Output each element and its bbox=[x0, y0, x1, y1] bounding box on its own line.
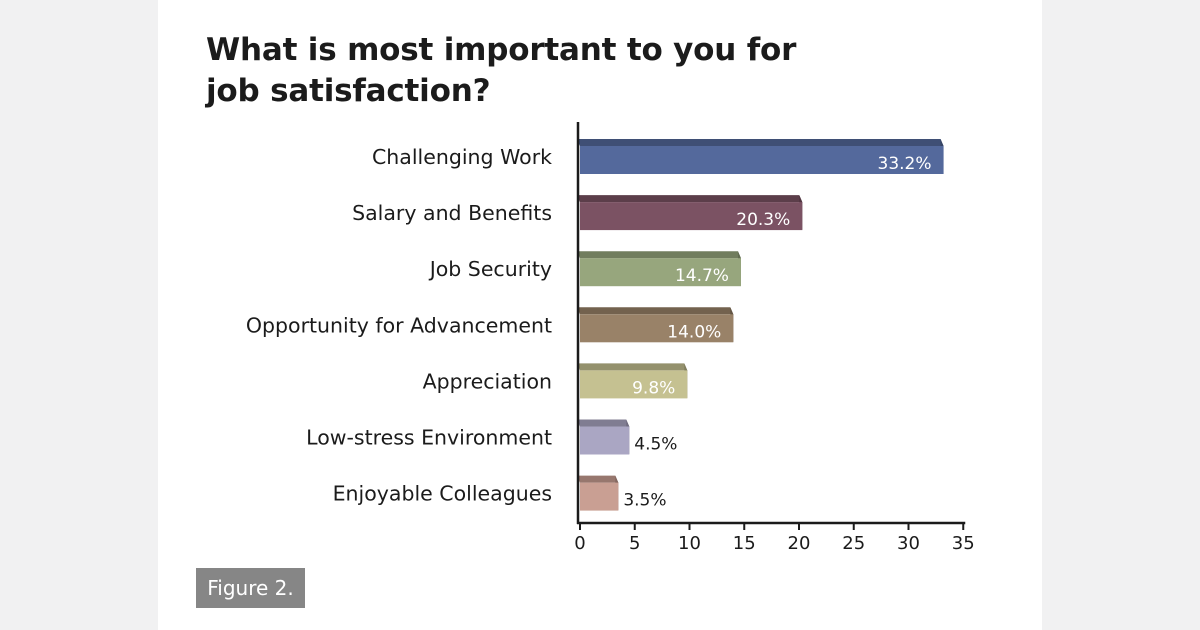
value-label: 9.8% bbox=[632, 378, 675, 398]
value-label: 20.3% bbox=[736, 210, 790, 230]
bar-top-face bbox=[577, 475, 619, 483]
bar-front-face bbox=[580, 258, 741, 287]
bar-front-face bbox=[580, 146, 944, 174]
bar-group: Challenging Work 33.2% Salary and Benefits… bbox=[246, 139, 944, 511]
bar-top-face bbox=[577, 363, 688, 371]
category-label: Job Security bbox=[428, 257, 552, 281]
bar-salary-and-benefits: Salary and Benefits 20.3% bbox=[352, 195, 803, 231]
bar-top-face bbox=[577, 195, 803, 203]
bar-top-face bbox=[577, 419, 630, 427]
category-label: Opportunity for Advancement bbox=[246, 313, 552, 337]
bar-low-stress-environment: Low-stress Environment 4.5% bbox=[306, 419, 677, 455]
value-label: 33.2% bbox=[878, 154, 932, 174]
category-label: Appreciation bbox=[423, 369, 552, 393]
value-label: 3.5% bbox=[623, 491, 666, 511]
x-tick-label: 20 bbox=[788, 533, 811, 554]
x-tick-label: 15 bbox=[733, 533, 756, 554]
bar-front-face bbox=[580, 370, 688, 399]
x-tick-label: 5 bbox=[629, 533, 640, 554]
value-label: 4.5% bbox=[634, 435, 677, 455]
category-label: Enjoyable Colleagues bbox=[333, 482, 552, 506]
category-label: Salary and Benefits bbox=[352, 201, 552, 225]
bar-opportunity-for-advancement: Opportunity for Advancement 14.0% bbox=[246, 307, 734, 343]
x-tick-label: 35 bbox=[952, 533, 975, 554]
bar-front-face bbox=[580, 482, 619, 511]
value-label: 14.0% bbox=[667, 322, 721, 342]
bar-top-face bbox=[577, 251, 741, 259]
bar-enjoyable-colleagues: Enjoyable Colleagues 3.5% bbox=[333, 475, 667, 511]
bar-front-face bbox=[580, 202, 803, 231]
category-label: Challenging Work bbox=[372, 145, 552, 169]
bar-front-face bbox=[580, 314, 734, 343]
bar-job-security: Job Security 14.7% bbox=[428, 251, 741, 287]
x-tick-label: 25 bbox=[842, 533, 865, 554]
chart-title: What is most important to you for job sa… bbox=[206, 32, 797, 109]
bar-appreciation: Appreciation 9.8% bbox=[423, 363, 688, 399]
bar-top-face bbox=[577, 139, 944, 146]
x-tick-label: 0 bbox=[574, 533, 585, 554]
bar-top-face bbox=[577, 307, 734, 315]
bar-front-face bbox=[580, 426, 630, 455]
x-tick-label: 10 bbox=[678, 533, 701, 554]
bar-challenging-work: Challenging Work 33.2% bbox=[372, 139, 944, 174]
figure-label: Figure 2. bbox=[196, 568, 305, 608]
axes-group: 0 5 10 15 20 25 30 35 bbox=[574, 122, 975, 554]
x-tick-label: 30 bbox=[897, 533, 920, 554]
value-label: 14.7% bbox=[675, 266, 729, 286]
category-label: Low-stress Environment bbox=[306, 426, 552, 450]
